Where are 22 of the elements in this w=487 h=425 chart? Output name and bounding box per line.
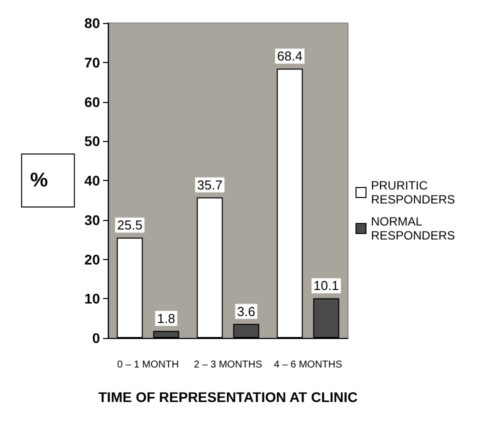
y-tick-label: 0 bbox=[92, 330, 100, 346]
y-tick-label: 70 bbox=[84, 54, 100, 70]
data-label: 10.1 bbox=[314, 278, 339, 294]
x-tick-label: 2 – 3 MONTHS bbox=[194, 360, 262, 370]
x-tick-label: 0 – 1 MONTH bbox=[117, 360, 179, 370]
data-label: 1.8 bbox=[157, 310, 176, 326]
y-tick-label: 80 bbox=[84, 15, 100, 31]
legend-label: PRURITIC RESPONDERS bbox=[371, 178, 456, 206]
y-tick-label: 20 bbox=[84, 251, 100, 268]
x-axis-title: TIME OF REPRESENTATION AT CLINIC bbox=[98, 389, 358, 405]
y-tick-label: 30 bbox=[84, 212, 100, 228]
legend-label: NORMAL RESPONDERS bbox=[371, 214, 456, 242]
y-tick-label: 50 bbox=[84, 133, 100, 150]
data-label: 25.5 bbox=[117, 218, 142, 233]
x-tick-label: 4 – 6 MONTHS bbox=[274, 360, 342, 370]
y-tick-label: 60 bbox=[84, 94, 100, 110]
data-label: 68.4 bbox=[277, 48, 302, 64]
data-label: 3.6 bbox=[237, 304, 256, 319]
data-label: 35.7 bbox=[197, 177, 222, 192]
y-tick-label: 40 bbox=[84, 172, 100, 188]
y-axis-title: % bbox=[30, 170, 48, 192]
y-tick-label: 10 bbox=[84, 290, 100, 307]
